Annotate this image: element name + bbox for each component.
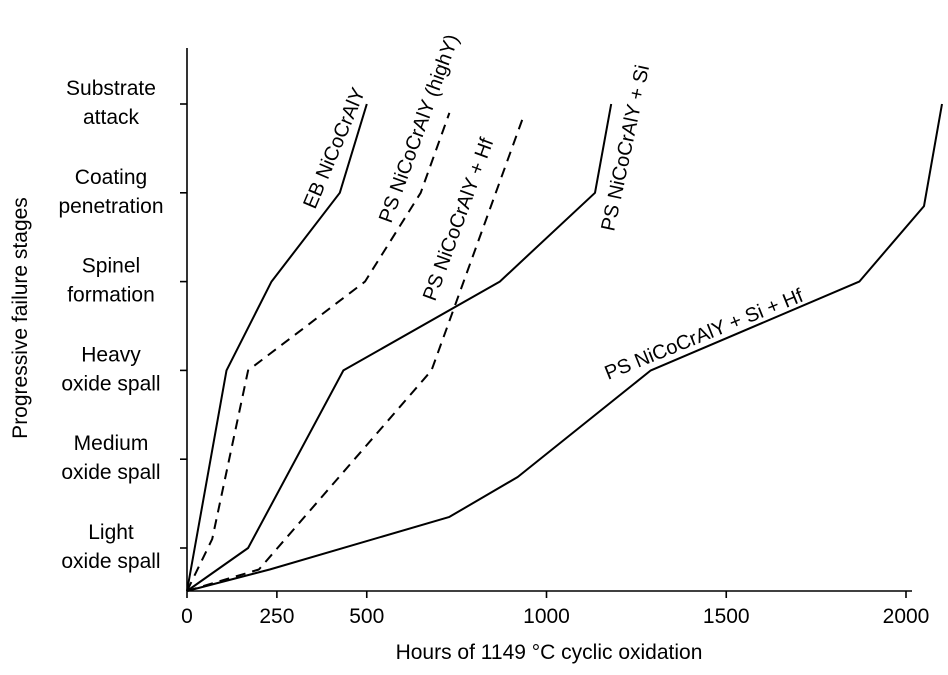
x-tick-label: 0 (181, 605, 193, 628)
series-group (186, 103, 943, 592)
x-tick-label: 1500 (703, 605, 750, 628)
series-line-0 (186, 103, 368, 592)
x-tick-label: 2000 (883, 605, 930, 628)
x-tick-label: 1000 (523, 605, 570, 628)
y-category-label: Coating (75, 166, 147, 189)
series-line-1 (186, 112, 451, 592)
y-category-label: Heavy (81, 343, 141, 366)
x-tick-label: 250 (259, 605, 294, 628)
y-category-label: Light (88, 521, 134, 544)
y-category-label: oxide spall (61, 461, 160, 484)
axes (186, 48, 912, 592)
series-line-3 (186, 103, 613, 592)
y-category-label: Medium (74, 432, 149, 455)
series-line-4 (186, 103, 943, 592)
y-category-label: penetration (58, 195, 163, 218)
y-category-label: Substrate (66, 77, 156, 100)
series-line-2 (186, 116, 525, 592)
series-labels: EB NiCoCrAlY PS NiCoCrAlY (highY) PS NiC… (299, 32, 806, 385)
y-axis-label: Progressive failure stages (9, 197, 32, 439)
y-ticks: Light oxide spall Medium oxide spall Heavy ox… (58, 77, 187, 573)
y-category-label: formation (67, 284, 155, 307)
x-axis-label: Hours of 1149 °C cyclic oxidation (396, 641, 703, 664)
y-category-label: oxide spall (61, 550, 160, 573)
series-label-eb-nicocraly: EB NiCoCrAlY (299, 85, 370, 212)
x-ticks: 0 250 500 1000 1500 2000 (181, 591, 929, 628)
x-tick-label: 500 (349, 605, 384, 628)
y-category-label: oxide spall (61, 372, 160, 395)
series-label-ps-nicocraly-si-hf: PS NiCoCrAlY + Si + Hf (602, 285, 807, 385)
y-category-label: attack (83, 106, 140, 129)
y-category-label: Spinel (82, 255, 140, 278)
series-label-ps-nicocraly-si: PS NiCoCrAlY + Si (597, 63, 654, 233)
